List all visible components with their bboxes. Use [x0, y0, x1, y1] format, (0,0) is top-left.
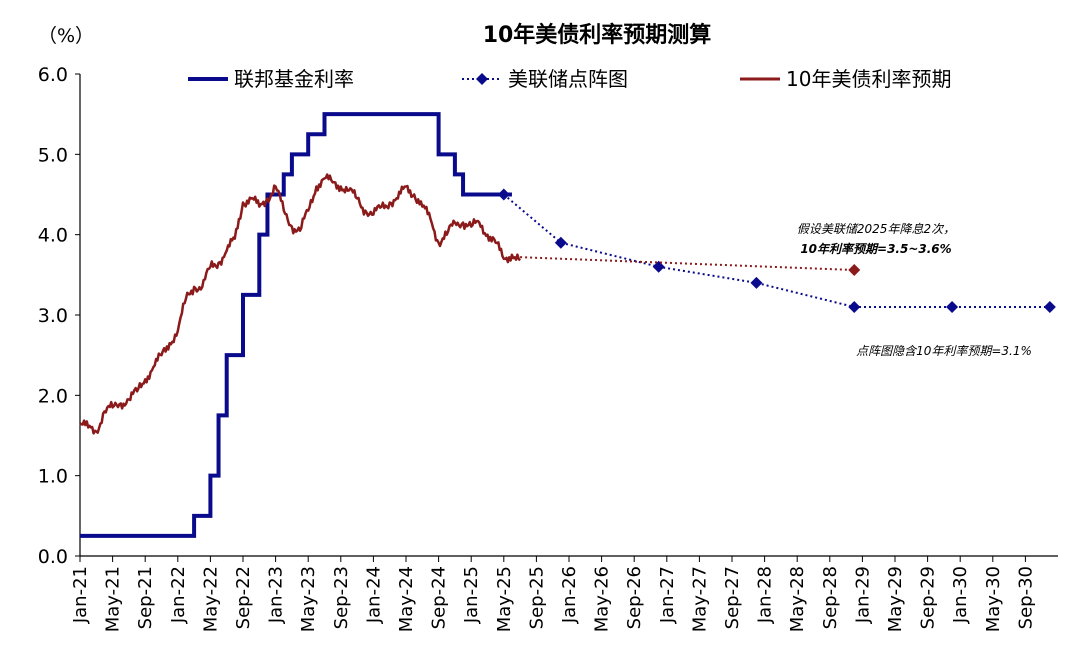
x-tick-label: Jan-26 — [559, 566, 580, 624]
dot-plot-point — [554, 236, 567, 249]
x-tick-label: May-30 — [983, 566, 1004, 632]
y-ticks: 0.0 1.0 2.0 3.0 4.0 5.0 6.0 — [38, 64, 80, 568]
y-tick-label: 0.0 — [38, 546, 68, 568]
x-ticks: Jan-21 May-21 Sep-21 Jan-22 May-22 Sep-22 Jan-… — [70, 556, 1036, 632]
x-tick-label: May-28 — [787, 566, 808, 632]
x-tick-label: Sep-29 — [918, 566, 939, 629]
chart-title: 10年美债利率预期测算 — [483, 22, 712, 48]
x-tick-label: May-22 — [200, 566, 221, 632]
axes — [79, 74, 1058, 557]
x-tick-label: Sep-24 — [429, 566, 450, 629]
annotation-dot-plot-implied: 点阵图隐含10年利率预期=3.1% — [856, 344, 1032, 358]
x-tick-label: May-26 — [592, 566, 613, 632]
x-tick-label: May-23 — [298, 566, 319, 632]
annotation-rate-cut-result: 10年利率预期=3.5~3.6% — [800, 242, 951, 256]
x-tick-label: May-27 — [689, 566, 710, 632]
x-tick-label: Sep-21 — [135, 566, 156, 629]
y-tick-label: 1.0 — [38, 466, 68, 488]
x-tick-label: Sep-28 — [820, 566, 841, 629]
y-tick-label: 6.0 — [38, 64, 68, 86]
x-tick-label: Sep-22 — [233, 566, 254, 629]
y-tick-label: 5.0 — [38, 144, 68, 166]
dot-plot-point — [750, 276, 763, 289]
annotation-rate-cut-assumption: 假设美联储2025年降息2次， — [797, 222, 955, 236]
y-axis-unit: （%） — [38, 25, 94, 47]
series-line-ust-forecast — [520, 256, 855, 272]
x-tick-label: Jan-30 — [950, 566, 971, 624]
series-line-dot-plot — [503, 193, 1050, 308]
x-tick-label: Jan-27 — [657, 566, 678, 624]
x-tick-label: May-29 — [885, 566, 906, 632]
x-tick-label: May-25 — [494, 566, 515, 632]
dot-plot-point — [848, 300, 861, 313]
x-tick-label: Jan-28 — [755, 566, 776, 624]
x-tick-label: May-24 — [396, 566, 417, 632]
x-tick-label: May-21 — [103, 566, 124, 632]
x-tick-label: Jan-25 — [461, 566, 482, 624]
legend: 联邦基金利率 美联储点阵图 10年美债利率预期 — [188, 67, 951, 91]
series-line-fed-funds — [80, 112, 512, 538]
x-tick-label: Jan-23 — [266, 566, 287, 624]
series-layer — [79, 112, 1056, 538]
legend-label-ust-forecast: 10年美债利率预期 — [786, 67, 951, 91]
series-line-ust-yield — [79, 173, 522, 435]
y-tick-label: 2.0 — [38, 385, 68, 407]
dot-plot-point — [946, 300, 959, 313]
x-tick-label: Jan-22 — [168, 566, 189, 624]
x-tick-label: Sep-27 — [722, 566, 743, 629]
x-tick-label: Sep-25 — [526, 566, 547, 629]
y-tick-label: 4.0 — [38, 225, 68, 247]
ust-forecast-point — [848, 264, 861, 277]
dot-plot-point — [652, 260, 665, 273]
y-tick-label: 3.0 — [38, 305, 68, 327]
x-tick-label: Jan-21 — [70, 566, 91, 624]
x-tick-label: Sep-30 — [1015, 566, 1036, 629]
legend-label-dot-plot: 美联储点阵图 — [508, 67, 628, 91]
legend-label-fed-funds: 联邦基金利率 — [234, 67, 354, 91]
legend-marker-dot-plot — [476, 73, 488, 85]
x-tick-label: Sep-26 — [624, 566, 645, 629]
dot-plot-point — [1043, 300, 1056, 313]
dot-plot-point — [497, 188, 510, 201]
x-tick-label: Jan-24 — [363, 566, 384, 624]
x-tick-label: Sep-23 — [331, 566, 352, 629]
annotations: 假设美联储2025年降息2次， 10年利率预期=3.5~3.6% 点阵图隐含10… — [797, 222, 1032, 358]
x-tick-label: Jan-29 — [852, 566, 873, 624]
